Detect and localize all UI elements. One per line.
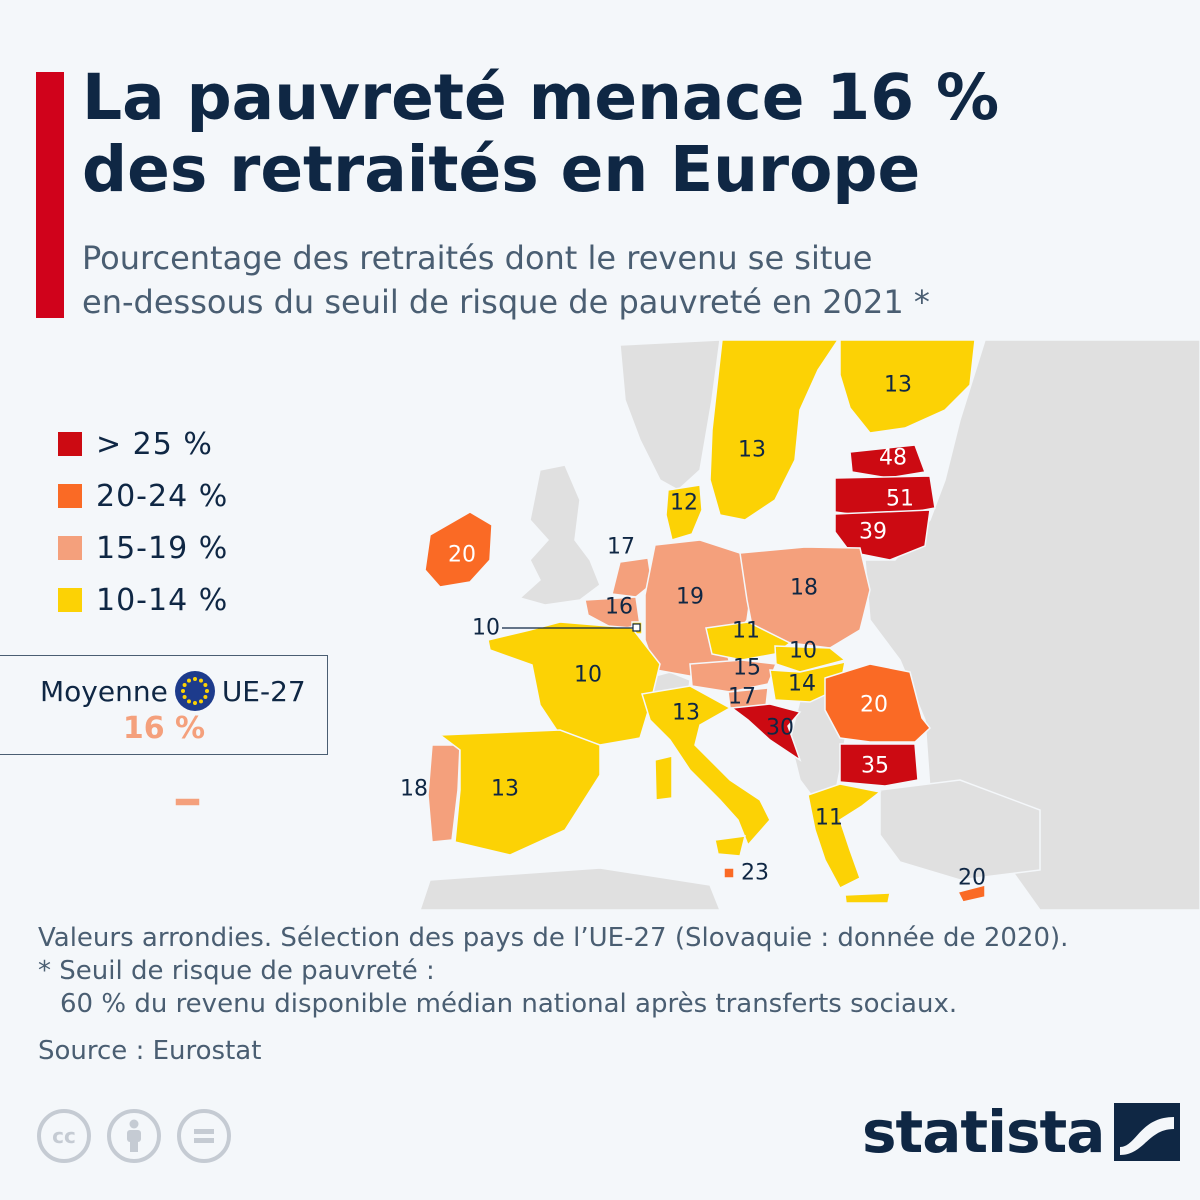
- country-bulgaria: [839, 743, 919, 787]
- label-spain: 13: [491, 777, 519, 802]
- label-poland: 18: [790, 576, 818, 601]
- legend-label: 10-14 %: [96, 582, 229, 618]
- country-estonia: [849, 444, 927, 479]
- average-label-before: Moyenne: [40, 674, 168, 708]
- page-title: La pauvreté menace 16 % des retraités en…: [82, 62, 1162, 206]
- legend-item: 15-19 %: [58, 522, 228, 574]
- country-greece: [807, 783, 882, 889]
- legend-swatch-15-19: [58, 536, 82, 560]
- label-belgium: 16: [605, 595, 633, 620]
- country-ireland: [424, 511, 493, 588]
- label-malta: 23: [741, 861, 769, 886]
- country-cyprus: [956, 884, 986, 903]
- title-line-1: La pauvreté menace 16 %: [82, 61, 1000, 134]
- svg-text:cc: cc: [52, 1124, 76, 1148]
- country-denmark: [665, 484, 703, 541]
- legend-label: 20-24 %: [96, 478, 229, 514]
- legend-swatch-over-25: [58, 432, 82, 456]
- label-luxembourg: 10: [472, 616, 500, 641]
- label-lithuania: 39: [859, 520, 887, 545]
- country-azores: [174, 797, 201, 807]
- subtitle-line-2: en-dessous du seuil de risque de pauvret…: [82, 283, 930, 321]
- subtitle: Pourcentage des retraités dont le revenu…: [82, 236, 1162, 324]
- legend-item: 20-24 %: [58, 470, 228, 522]
- label-estonia: 48: [879, 446, 907, 471]
- legend: > 25 % 20-24 % 15-19 % 10-14 %: [58, 418, 228, 626]
- footnote-line-2: * Seuil de risque de pauvreté :: [38, 956, 435, 986]
- label-italy: 13: [672, 701, 700, 726]
- footnote-line-1: Valeurs arrondies. Sélection des pays de…: [38, 923, 1069, 953]
- no-derivatives-icon[interactable]: [176, 1108, 232, 1164]
- country-poland: [739, 546, 871, 649]
- label-germany: 19: [676, 585, 704, 610]
- legend-label: > 25 %: [96, 426, 213, 462]
- eu-flag-icon: [174, 671, 215, 711]
- license-icons: cc: [36, 1108, 232, 1164]
- europe-map: 13 13 12 48 51 39 20 17 16 10 19 18 11 1…: [174, 340, 1200, 910]
- label-sweden: 13: [738, 438, 766, 463]
- luxembourg-marker: [632, 623, 641, 632]
- label-hungary: 14: [788, 672, 816, 697]
- eu-average-value: 16 %: [122, 711, 206, 746]
- title-accent-bar: [36, 72, 64, 318]
- country-sicily: [714, 835, 746, 857]
- label-portugal: 18: [400, 777, 428, 802]
- legend-swatch-20-24: [58, 484, 82, 508]
- label-croatia: 30: [766, 716, 794, 741]
- subtitle-line-1: Pourcentage des retraités dont le revenu…: [82, 239, 873, 277]
- legend-swatch-10-14: [58, 588, 82, 612]
- label-austria: 15: [733, 656, 761, 681]
- title-line-2: des retraités en Europe: [82, 133, 921, 206]
- country-italy: [641, 685, 771, 847]
- label-finland: 13: [884, 373, 912, 398]
- country-sweden: [709, 340, 839, 521]
- country-crete: [844, 892, 891, 904]
- label-greece: 11: [815, 806, 843, 831]
- country-netherlands: [611, 557, 653, 598]
- country-sardinia: [654, 755, 673, 801]
- country-malta: [723, 867, 735, 879]
- label-latvia: 51: [886, 487, 914, 512]
- legend-label: 15-19 %: [96, 530, 229, 566]
- label-netherlands: 17: [607, 535, 635, 560]
- brand-name: statista: [862, 1098, 1105, 1166]
- label-slovakia: 10: [789, 639, 817, 664]
- country-croatia: [730, 703, 802, 762]
- land-turkey: [879, 779, 1041, 881]
- attribution-icon[interactable]: [106, 1108, 162, 1164]
- legend-item: 10-14 %: [58, 574, 228, 626]
- eu-average-box: Moyenne UE-27 16 %: [0, 655, 328, 755]
- statista-logo-icon: [1114, 1103, 1181, 1161]
- land-russia-east: [864, 340, 1200, 910]
- label-cyprus: 20: [958, 866, 986, 891]
- footnotes: Valeurs arrondies. Sélection des pays de…: [38, 922, 1068, 1021]
- cc-icon[interactable]: cc: [36, 1108, 92, 1164]
- label-romania: 20: [860, 693, 888, 718]
- country-romania: [824, 663, 932, 743]
- land-north-africa: [419, 867, 721, 910]
- footnote-line-3: 60 % du revenu disponible médian nationa…: [60, 989, 958, 1019]
- country-spain: [437, 729, 601, 856]
- land-britain: [518, 464, 601, 606]
- statista-logo[interactable]: statista: [862, 1098, 1181, 1166]
- label-ireland: 20: [448, 543, 476, 568]
- eu-average-label: Moyenne UE-27: [40, 670, 306, 712]
- land-norway: [619, 340, 721, 491]
- label-france: 10: [574, 663, 602, 688]
- country-austria: [689, 659, 778, 693]
- country-finland: [839, 340, 976, 434]
- source: Source : Eurostat: [38, 1036, 262, 1066]
- legend-item: > 25 %: [58, 418, 228, 470]
- average-label-after: UE-27: [221, 674, 306, 708]
- label-slovenia: 17: [728, 685, 756, 710]
- country-slovakia: [774, 645, 847, 673]
- country-portugal: [427, 744, 461, 843]
- label-bulgaria: 35: [861, 754, 889, 779]
- label-czechia: 11: [732, 619, 760, 644]
- label-denmark: 12: [670, 491, 698, 516]
